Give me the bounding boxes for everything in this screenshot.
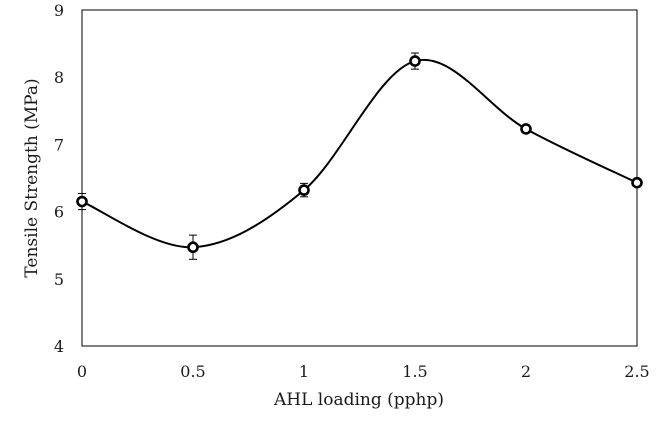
x-axis-ticks: 0 0.5 1 1.5 2 2.5	[77, 362, 650, 381]
x-tick-label: 1	[299, 362, 309, 381]
y-tick-label: 8	[54, 68, 64, 87]
x-tick-label: 0	[77, 362, 87, 381]
x-axis-title: AHL loading (pphp)	[273, 390, 444, 410]
x-tick-label: 0.5	[180, 362, 205, 381]
x-tick-label: 2.5	[624, 362, 649, 381]
data-point	[409, 55, 421, 67]
data-point	[76, 195, 88, 208]
x-tick-label: 1.5	[402, 362, 427, 381]
data-point	[187, 241, 199, 254]
data-point	[298, 184, 310, 196]
y-axis-ticks: 4 5 6 7 8 9	[54, 1, 64, 356]
data-point	[631, 176, 643, 189]
data-markers	[76, 55, 643, 254]
error-bars	[78, 52, 641, 260]
series-line	[81, 58, 638, 249]
y-tick-label: 4	[54, 337, 64, 356]
y-tick-label: 7	[54, 135, 64, 154]
x-tick-label: 2	[521, 362, 531, 381]
plot-frame	[81, 9, 638, 347]
y-tick-label: 6	[54, 203, 64, 222]
data-point	[520, 123, 532, 135]
y-tick-label: 5	[54, 270, 64, 289]
y-tick-label: 9	[54, 1, 64, 20]
y-axis-title: Tensile Strength (MPa)	[22, 78, 42, 277]
